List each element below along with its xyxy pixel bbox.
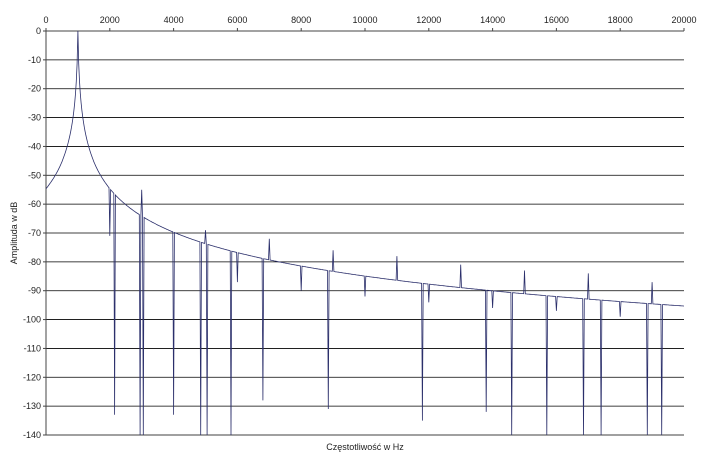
- y-tick-label: -100: [23, 315, 41, 325]
- tick-labels: 0 -10 -20 -30 -40 -50 -60 -70 -80 -90 -100 -110 -120…: [23, 15, 697, 440]
- x-tick-label: 16000: [544, 15, 569, 25]
- series-line-spectrum: [45, 30, 684, 436]
- x-tick-label: 10000: [352, 15, 377, 25]
- x-tick-label: 8000: [291, 15, 311, 25]
- y-tick-label: -120: [23, 372, 41, 382]
- x-tick-label: 4000: [164, 15, 184, 25]
- y-tick-label: -40: [28, 141, 41, 151]
- y-tick-label: -140: [23, 430, 41, 440]
- y-tick-label: -90: [28, 286, 41, 296]
- x-tick-label: 20000: [671, 15, 696, 25]
- x-tick-label: 0: [43, 15, 48, 25]
- x-tick-label: 12000: [416, 15, 441, 25]
- x-tick-label: 6000: [227, 15, 247, 25]
- y-tick-label: -80: [28, 257, 41, 267]
- grid-lines: [46, 59, 684, 436]
- x-tick-label: 14000: [480, 15, 505, 25]
- y-tick-label: -50: [28, 170, 41, 180]
- y-tick-label: -60: [28, 199, 41, 209]
- y-tick-label: -130: [23, 401, 41, 411]
- y-tick-label: -70: [28, 228, 41, 238]
- y-axis-title: Amplituda w dB: [9, 202, 19, 265]
- y-tick-label: -20: [28, 84, 41, 94]
- x-tick-label: 18000: [608, 15, 633, 25]
- x-axis-title: Częstotliwość w Hz: [326, 442, 404, 452]
- y-tick-label: -30: [28, 113, 41, 123]
- y-tick-label: -110: [24, 343, 41, 353]
- y-tick-label: 0: [36, 26, 41, 36]
- x-tick-label: 2000: [100, 15, 120, 25]
- y-tick-label: -10: [28, 55, 41, 65]
